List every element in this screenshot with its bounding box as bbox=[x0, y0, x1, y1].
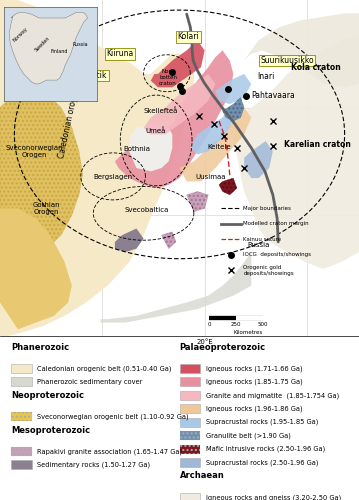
Text: Bothnia: Bothnia bbox=[123, 146, 151, 152]
Bar bbox=[11, 378, 32, 386]
Polygon shape bbox=[219, 178, 237, 195]
Bar bbox=[11, 412, 32, 421]
Text: Modelled craton margin: Modelled craton margin bbox=[243, 222, 309, 226]
Text: Kolari: Kolari bbox=[178, 32, 199, 42]
Text: Kola craton: Kola craton bbox=[291, 62, 341, 72]
Text: Supracrustal rocks (1.95-1.85 Ga): Supracrustal rocks (1.95-1.85 Ga) bbox=[206, 419, 318, 426]
Text: 250: 250 bbox=[230, 322, 241, 327]
Polygon shape bbox=[180, 108, 251, 182]
Text: Skellefteå: Skellefteå bbox=[143, 107, 178, 114]
Polygon shape bbox=[162, 232, 176, 248]
Text: Sedimentary rocks (1.50-1.27 Ga): Sedimentary rocks (1.50-1.27 Ga) bbox=[37, 462, 150, 468]
Polygon shape bbox=[151, 40, 205, 88]
Text: Supracrustal rocks (2.50-1.96 Ga): Supracrustal rocks (2.50-1.96 Ga) bbox=[206, 460, 318, 466]
Bar bbox=[11, 447, 32, 456]
Polygon shape bbox=[9, 12, 88, 84]
Text: Russia: Russia bbox=[72, 42, 88, 47]
Text: Orogenic gold
deposits/showings: Orogenic gold deposits/showings bbox=[243, 264, 294, 276]
Text: IOCG  deposits/showings: IOCG deposits/showings bbox=[243, 252, 311, 257]
Text: Igneous rocks (1.71-1.66 Ga): Igneous rocks (1.71-1.66 Ga) bbox=[206, 365, 302, 372]
Text: Aitik: Aitik bbox=[90, 71, 107, 80]
Polygon shape bbox=[244, 14, 359, 88]
Polygon shape bbox=[190, 108, 233, 154]
Bar bbox=[180, 418, 200, 426]
Text: Svecobaltica: Svecobaltica bbox=[124, 207, 169, 213]
Polygon shape bbox=[215, 74, 251, 104]
Bar bbox=[180, 458, 200, 467]
Text: Russia: Russia bbox=[247, 242, 270, 248]
Text: 500: 500 bbox=[257, 322, 268, 327]
Polygon shape bbox=[244, 141, 273, 178]
Polygon shape bbox=[187, 192, 208, 212]
Text: 0: 0 bbox=[207, 322, 211, 327]
Polygon shape bbox=[144, 74, 215, 134]
Text: Major boundaries: Major boundaries bbox=[243, 206, 291, 211]
Text: Phanerozoic: Phanerozoic bbox=[11, 342, 69, 351]
Bar bbox=[180, 364, 200, 373]
Polygon shape bbox=[115, 228, 144, 252]
Text: Granulite belt (>1.90 Ga): Granulite belt (>1.90 Ga) bbox=[206, 432, 290, 439]
Bar bbox=[180, 493, 200, 500]
Bar bbox=[11, 364, 32, 373]
Text: Granite and migmatite  (1.85-1.754 Ga): Granite and migmatite (1.85-1.754 Ga) bbox=[206, 392, 339, 398]
Text: Pahtavaara: Pahtavaara bbox=[251, 92, 295, 100]
Text: Sveconorwegian orogenic belt (1.10-0.92 Ga): Sveconorwegian orogenic belt (1.10-0.92 … bbox=[37, 414, 188, 420]
Text: Palaeoproterozoic: Palaeoproterozoic bbox=[180, 342, 266, 351]
Text: Kilometres: Kilometres bbox=[234, 330, 263, 334]
Text: Phanerozoic sedimentary cover: Phanerozoic sedimentary cover bbox=[37, 379, 143, 385]
Text: Mesoproterozoic: Mesoproterozoic bbox=[11, 426, 90, 434]
Text: Igneous rocks (1.96-1.86 Ga): Igneous rocks (1.96-1.86 Ga) bbox=[206, 406, 302, 412]
Text: Suurikuusikko: Suurikuusikko bbox=[260, 56, 314, 65]
Text: Igneous rocks and gneiss (3.20-2.50 Ga): Igneous rocks and gneiss (3.20-2.50 Ga) bbox=[206, 494, 341, 500]
Polygon shape bbox=[101, 252, 251, 322]
Bar bbox=[180, 378, 200, 386]
Text: Umeå: Umeå bbox=[145, 127, 165, 134]
Text: Keitele: Keitele bbox=[207, 144, 231, 150]
Text: Norr-
botten
craton: Norr- botten craton bbox=[159, 69, 177, 86]
Text: Kiiruna: Kiiruna bbox=[107, 50, 134, 58]
Polygon shape bbox=[0, 88, 83, 248]
Text: Gothian
Orogen: Gothian Orogen bbox=[33, 202, 60, 215]
Bar bbox=[11, 460, 32, 469]
Text: 20°E: 20°E bbox=[196, 340, 213, 345]
Text: Caledonian orogenic belt: Caledonian orogenic belt bbox=[57, 64, 85, 160]
Polygon shape bbox=[129, 124, 172, 172]
Text: Norway: Norway bbox=[12, 26, 29, 44]
Bar bbox=[180, 444, 200, 454]
Text: Neoproterozoic: Neoproterozoic bbox=[11, 391, 84, 400]
Text: Caledonian orogenic belt (0.51-0.40 Ga): Caledonian orogenic belt (0.51-0.40 Ga) bbox=[37, 365, 172, 372]
Text: Archaean: Archaean bbox=[180, 472, 224, 480]
Bar bbox=[180, 404, 200, 413]
Text: Finland: Finland bbox=[51, 50, 68, 54]
Text: Uusimaa: Uusimaa bbox=[196, 174, 226, 180]
Text: Mafic intrusive rocks (2.50-1.96 Ga): Mafic intrusive rocks (2.50-1.96 Ga) bbox=[206, 446, 325, 452]
Polygon shape bbox=[223, 98, 244, 121]
Polygon shape bbox=[115, 50, 233, 188]
Text: Rapakivi granite association (1.65-1.47 Ga): Rapakivi granite association (1.65-1.47 … bbox=[37, 448, 182, 454]
Text: Sveconorwegian
Orogen: Sveconorwegian Orogen bbox=[5, 146, 63, 158]
Text: Inari: Inari bbox=[257, 72, 274, 81]
Text: Igneous rocks (1.85-1.75 Ga): Igneous rocks (1.85-1.75 Ga) bbox=[206, 378, 302, 385]
Text: Bergslagen: Bergslagen bbox=[94, 174, 132, 180]
Polygon shape bbox=[0, 0, 194, 336]
Text: Kainuu suture: Kainuu suture bbox=[243, 236, 281, 242]
Bar bbox=[180, 431, 200, 440]
Text: Karelian craton: Karelian craton bbox=[284, 140, 351, 149]
Bar bbox=[180, 391, 200, 400]
Text: Sweden: Sweden bbox=[34, 36, 51, 53]
Polygon shape bbox=[223, 34, 359, 269]
Polygon shape bbox=[0, 208, 72, 330]
